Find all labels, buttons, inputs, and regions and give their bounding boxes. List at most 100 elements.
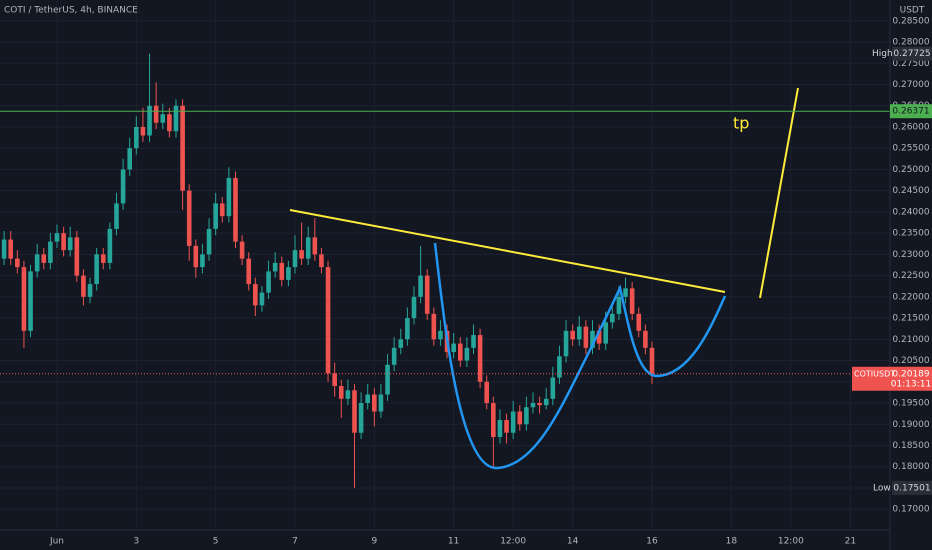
candle-body	[457, 343, 463, 361]
x-tick-label: 3	[133, 537, 139, 547]
y-tick-label: 0.20500	[892, 356, 929, 366]
last-tag	[852, 366, 932, 391]
candle-body	[570, 330, 575, 340]
candle-body	[8, 239, 14, 259]
candle-body	[107, 228, 113, 263]
candle-body	[180, 105, 185, 191]
x-tick-label: 7	[292, 537, 298, 547]
candle-body	[253, 284, 258, 306]
y-tick-label: 0.22500	[892, 271, 929, 281]
y-tick-label: 0.18000	[892, 462, 929, 472]
candle-body	[54, 233, 60, 242]
candle-body	[87, 284, 93, 297]
x-tick-label: 21	[845, 537, 856, 547]
y-tick-label: 0.25000	[892, 165, 929, 175]
candle-body	[213, 203, 218, 229]
candle-body	[34, 254, 40, 272]
candle-body	[629, 288, 635, 314]
candle-body	[167, 114, 172, 132]
candle-body	[15, 258, 20, 268]
x-tick-label: 11	[448, 537, 459, 547]
candle-body	[1, 239, 7, 259]
candle-body	[114, 203, 119, 229]
candle-body	[405, 318, 410, 340]
candle-body	[74, 237, 80, 276]
low-tag	[892, 480, 932, 495]
level-value: 0.26371	[892, 107, 929, 117]
candle-body	[623, 288, 628, 297]
candle-body	[424, 275, 430, 314]
candle-body	[325, 267, 331, 374]
candle-body	[286, 267, 291, 280]
candle-body	[67, 237, 73, 251]
candle-body	[134, 126, 139, 149]
y-tick-label: 0.24500	[892, 186, 929, 196]
candle-body	[610, 313, 615, 323]
candle-body	[524, 407, 529, 425]
y-tick-label: 0.24000	[892, 207, 929, 217]
candle-body	[378, 394, 384, 412]
candle-body	[94, 254, 99, 285]
x-tick-label: 16	[646, 537, 658, 547]
high-tag	[892, 46, 932, 61]
low-value: 0.17501	[893, 483, 930, 493]
high-value: 0.27725	[893, 49, 930, 59]
candle-body	[127, 148, 133, 170]
candle-body	[279, 262, 285, 280]
cup-handle	[433, 242, 727, 470]
y-tick-label: 0.27000	[892, 80, 929, 90]
candle-body	[272, 262, 278, 272]
candle-body	[120, 169, 126, 204]
candle-body	[451, 343, 456, 353]
y-tick-label: 0.17000	[892, 505, 929, 515]
candle-body	[497, 420, 503, 437]
levels	[0, 110, 890, 375]
candle-body	[438, 330, 443, 340]
x-tick-label: 9	[371, 537, 377, 547]
y-tick-label: 0.23000	[892, 250, 929, 260]
candle-body	[504, 420, 509, 433]
candle-body	[398, 339, 404, 348]
x-tick-label: 14	[567, 537, 579, 547]
y-tick-label: 0.22000	[892, 292, 929, 302]
y-tick-label: 0.26000	[892, 122, 929, 132]
candle-body	[372, 394, 377, 412]
candle-body	[299, 250, 304, 259]
y-tick-label: 0.19500	[892, 399, 929, 409]
x-tick-label: Jun	[49, 537, 64, 547]
candle-body	[583, 326, 589, 348]
candle-body	[345, 390, 351, 399]
candle-body	[484, 381, 490, 404]
currency: USDT	[900, 6, 925, 16]
candle-body	[160, 114, 166, 123]
candle-body	[206, 228, 212, 255]
candle-body	[61, 233, 66, 251]
y-tick-label: 0.28500	[892, 16, 929, 26]
candle-body	[510, 411, 516, 433]
candle-body	[219, 203, 225, 217]
candle-body	[418, 275, 423, 297]
high-label: High	[872, 49, 893, 59]
price-axis	[890, 0, 932, 550]
candle-body	[147, 105, 152, 136]
candle-body	[537, 403, 542, 406]
candle-body	[81, 275, 86, 297]
candles	[1, 53, 655, 488]
candle-body	[649, 347, 655, 374]
low-label: Low	[873, 483, 891, 493]
candle-body	[338, 386, 344, 399]
candle-body	[411, 296, 417, 319]
candle-body	[603, 322, 609, 344]
candle-body	[576, 326, 582, 340]
candle-body	[259, 292, 265, 306]
last-value: 0.20189	[892, 369, 929, 379]
candle-body	[464, 347, 470, 361]
x-tick-label: 12:00	[778, 537, 804, 547]
candle-body	[246, 258, 252, 285]
candle-body	[557, 356, 562, 378]
countdown: 01:13:11	[891, 379, 931, 389]
time-axis	[0, 530, 890, 550]
candle-body	[233, 177, 238, 242]
